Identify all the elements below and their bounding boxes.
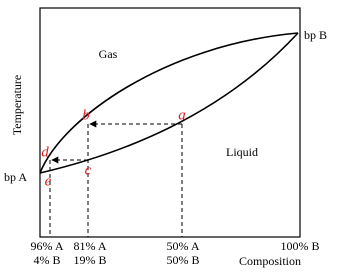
tick-label: 19% B: [74, 253, 107, 267]
tick-label: 50% B: [167, 253, 200, 267]
liquid-curve: [39, 32, 299, 174]
point-label: c: [85, 162, 92, 178]
region-label: Gas: [99, 47, 118, 61]
region-label: Liquid: [226, 145, 258, 159]
vapor-curve: [39, 32, 299, 174]
tick-label: 81% A: [74, 239, 107, 253]
y-axis-label: Temperature: [10, 75, 24, 135]
tick-label: 100% B: [281, 239, 320, 253]
point-label: d: [41, 144, 49, 160]
bp-label: bp A: [4, 170, 27, 184]
point-label: a: [178, 107, 186, 123]
tick-label: 4% B: [34, 253, 61, 267]
point-label: e: [45, 173, 52, 189]
frame: [39, 7, 301, 238]
tick-label: 96% A: [31, 239, 64, 253]
tick-label: 50% A: [167, 239, 200, 253]
point-label: b: [82, 107, 90, 123]
x-axis-label: Composition: [239, 254, 301, 268]
bp-label: bp B: [304, 28, 327, 42]
